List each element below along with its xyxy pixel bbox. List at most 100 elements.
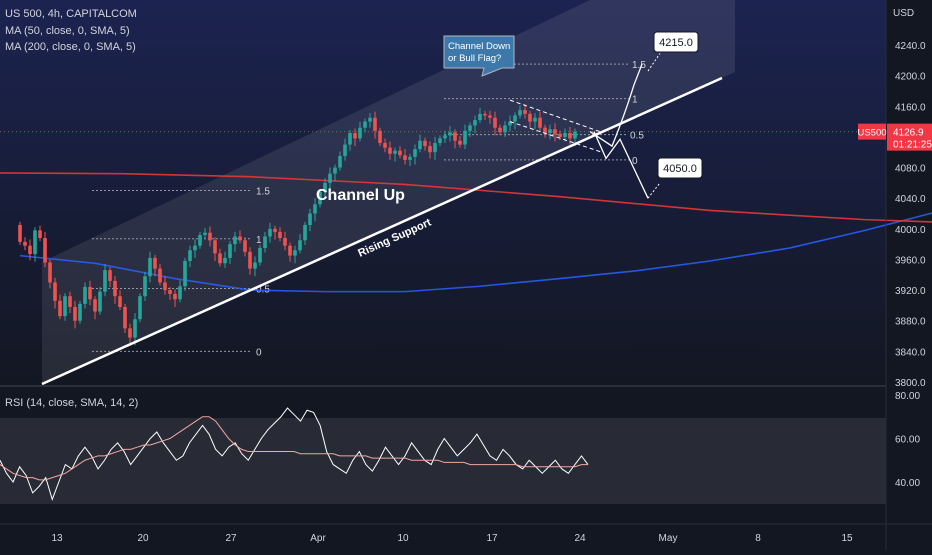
candle — [183, 257, 187, 291]
candle — [533, 113, 537, 130]
candle — [83, 282, 87, 309]
time-tick: 27 — [225, 533, 237, 544]
price-tick: 4160.0 — [895, 102, 926, 113]
candle — [68, 291, 72, 314]
callout-line1: Channel Down — [448, 41, 510, 52]
rsi-ma-line — [0, 416, 588, 481]
candle — [243, 237, 247, 257]
callout-line2: or Bull Flag? — [448, 53, 501, 64]
candle-body — [508, 121, 512, 126]
price-badge-countdown: 01:21:25 — [893, 140, 932, 151]
candle-body — [358, 127, 362, 139]
candle-body — [178, 286, 182, 300]
target-up-label: 4215.0 — [653, 31, 699, 53]
candle-body — [158, 268, 162, 283]
candle-body — [573, 131, 577, 139]
candle — [298, 234, 302, 254]
candle — [448, 126, 452, 142]
bearish-projection — [593, 131, 649, 199]
candle-body — [543, 127, 547, 134]
candle-body — [378, 130, 382, 144]
rsi-tick: 40.00 — [895, 478, 920, 489]
bullish-projection — [589, 63, 643, 148]
candle — [128, 323, 132, 344]
candle — [213, 237, 217, 261]
candle — [523, 103, 527, 119]
time-tick: 20 — [137, 533, 149, 544]
candle — [328, 167, 332, 189]
candle-body — [103, 270, 107, 292]
ma200-legend[interactable]: MA (200, close, 0, SMA, 5) — [5, 41, 136, 53]
candle-body — [218, 253, 222, 264]
time-tick: 15 — [841, 533, 853, 544]
candle-body — [68, 296, 72, 307]
candle — [178, 280, 182, 303]
time-tick: 8 — [755, 533, 761, 544]
fib-left-label: 1.5 — [256, 187, 270, 198]
candle — [258, 244, 262, 266]
candle — [383, 138, 387, 153]
fib-right-label: 1.5 — [632, 60, 646, 71]
candle-body — [528, 113, 532, 122]
symbol-badge-box — [858, 123, 886, 140]
symbol-legend[interactable]: US 500, 4h, CAPITALCOM — [5, 8, 137, 20]
candle — [538, 111, 542, 131]
candle — [303, 221, 307, 245]
candle — [513, 112, 517, 130]
candle-body — [438, 138, 442, 144]
price-tick: 4200.0 — [895, 72, 926, 83]
candle — [413, 144, 417, 165]
candle-body — [333, 167, 337, 174]
candle — [468, 122, 472, 137]
candle-body — [453, 132, 457, 141]
candle — [478, 107, 482, 124]
candle-body — [168, 290, 172, 294]
time-tick: 13 — [51, 533, 63, 544]
candle-body — [298, 240, 302, 251]
target-up-label-text: 4215.0 — [659, 37, 693, 49]
time-tick: 17 — [486, 533, 498, 544]
candle-body — [328, 173, 332, 183]
candle — [313, 198, 317, 222]
price-tick: 3840.0 — [895, 347, 926, 358]
candle-body — [18, 224, 22, 242]
candle — [238, 230, 242, 244]
candle — [268, 222, 272, 243]
candle-body — [408, 156, 412, 160]
candle — [528, 110, 532, 128]
channel-down-upper — [509, 99, 603, 133]
candle — [463, 124, 467, 150]
candle — [158, 264, 162, 286]
rsi-legend[interactable]: RSI (14, close, SMA, 14, 2) — [5, 397, 139, 409]
candle — [103, 264, 107, 297]
candle — [498, 124, 502, 136]
candle-body — [73, 306, 77, 321]
candle-body — [238, 236, 242, 241]
candle — [423, 137, 427, 151]
candle-body — [63, 296, 67, 317]
rsi-tick: 80.00 — [895, 391, 920, 402]
candle-body — [373, 117, 377, 131]
symbol-badge-text: US500 — [857, 128, 886, 139]
ma50-legend[interactable]: MA (50, close, 0, SMA, 5) — [5, 25, 130, 37]
candle-body — [553, 129, 557, 134]
candle — [283, 231, 287, 251]
candle-body — [48, 262, 52, 283]
price-tick: 3880.0 — [895, 317, 926, 328]
candle-body — [368, 117, 372, 122]
candle-body — [53, 282, 57, 301]
candle — [58, 294, 62, 320]
candle-body — [58, 300, 62, 317]
candle-body — [223, 257, 227, 264]
candle-body — [443, 135, 447, 139]
candle — [188, 245, 192, 268]
candle — [143, 271, 147, 301]
candle — [133, 313, 137, 346]
candle — [288, 242, 292, 262]
candle — [403, 149, 407, 165]
candle-body — [488, 115, 492, 118]
candle — [218, 248, 222, 267]
candle — [168, 287, 172, 301]
